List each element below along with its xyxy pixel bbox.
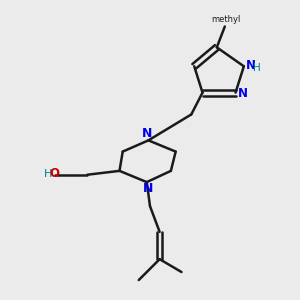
Text: N: N [246, 58, 256, 71]
Text: N: N [142, 182, 153, 195]
Text: H: H [254, 63, 261, 73]
Text: methyl: methyl [212, 15, 241, 24]
Text: N: N [238, 87, 248, 100]
Text: N: N [142, 128, 153, 140]
Text: H: H [44, 169, 52, 179]
Text: O: O [50, 167, 60, 180]
